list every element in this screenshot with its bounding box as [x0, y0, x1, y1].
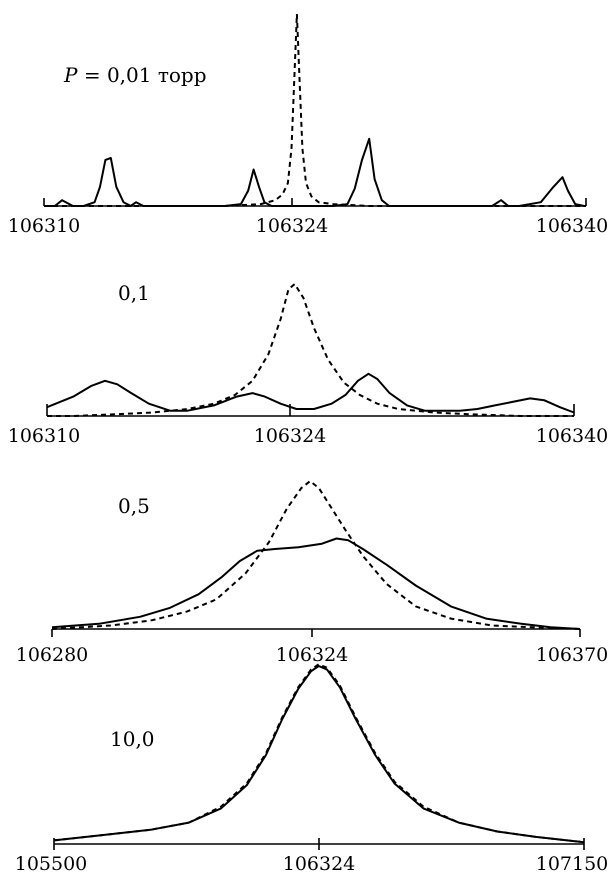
panel-1-tick-label-right: 106340	[536, 215, 609, 237]
panel-3-label: 0,5	[118, 494, 150, 518]
panel-3-tick-label-center: 106324	[276, 644, 349, 666]
panel-2-tick-label-right: 106340	[536, 425, 609, 447]
panel-1-tick-label-center: 106324	[256, 215, 329, 237]
panel-4-tick-label-center: 106324	[283, 853, 356, 875]
panel-1-label-prefix: P =	[63, 63, 107, 87]
panel-2-tick-label-left: 106310	[8, 425, 81, 447]
panel-1-solid-curve	[44, 137, 586, 207]
panel-2: 0,1 106310 106324 106340	[8, 281, 609, 447]
panel-1-dashed-curve	[44, 13, 586, 207]
panel-3-tick-label-left: 106280	[16, 644, 89, 666]
panel-4-dashed-curve	[53, 663, 585, 844]
panel-4-label: 10,0	[110, 727, 155, 751]
panel-1: P = 0,01 торр 106310 106324 106340	[8, 13, 609, 237]
panel-4-solid-curve	[53, 665, 585, 844]
panel-3-dashed-curve	[51, 479, 581, 630]
panel-2-tick-label-center: 106324	[254, 425, 327, 447]
panel-4-tick-label-left: 105500	[15, 853, 88, 875]
panel-2-dashed-curve	[47, 282, 574, 417]
panel-1-tick-label-left: 106310	[8, 215, 81, 237]
panel-1-label-text: 0,01 торр	[107, 63, 207, 87]
panel-2-solid-curve	[46, 372, 575, 414]
panel-3-tick-label-right: 106370	[536, 644, 609, 666]
panel-3: 0,5 106280 106324 106370	[16, 479, 609, 666]
panel-2-label: 0,1	[118, 281, 150, 305]
panel-1-label: P = 0,01 торр	[63, 63, 207, 87]
panel-4-tick-label-right: 107150	[536, 853, 609, 875]
panel-3-solid-curve	[51, 537, 581, 630]
panel-4: 10,0 105500 106324 107150	[15, 663, 609, 875]
